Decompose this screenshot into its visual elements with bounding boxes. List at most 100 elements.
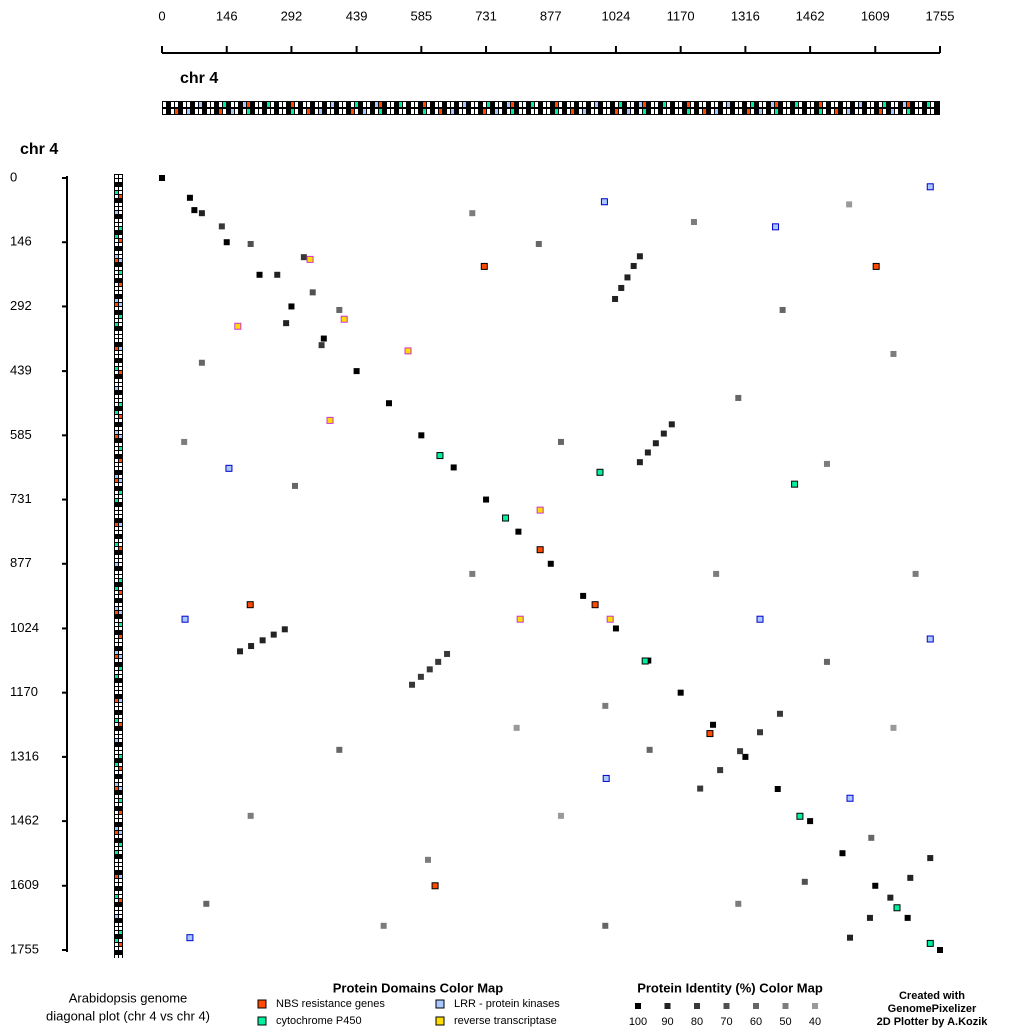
strip-cell	[119, 431, 122, 434]
strip-cell	[115, 927, 118, 930]
strip-cell	[739, 102, 742, 107]
strip-cell	[199, 109, 202, 114]
strip-cell	[115, 283, 118, 286]
strip-cell	[415, 109, 418, 114]
identity-label: 100	[629, 1016, 647, 1028]
identity-label: 60	[750, 1016, 762, 1028]
strip-cell	[115, 527, 118, 530]
strip-cell	[119, 587, 122, 590]
strip-cell	[119, 611, 122, 614]
domain-dot	[225, 464, 233, 472]
strip-cell	[119, 483, 122, 486]
strip-cell	[115, 507, 118, 510]
strip-cell	[119, 355, 122, 358]
strip-cell	[319, 102, 322, 107]
strip-cell	[119, 259, 122, 262]
strip-cell	[119, 243, 122, 246]
strip-cell	[119, 227, 122, 230]
dot	[336, 306, 343, 313]
strip-cell	[675, 109, 678, 114]
strip-cell	[115, 831, 118, 834]
strip-cell	[747, 102, 750, 107]
dot	[630, 262, 637, 269]
dot	[912, 570, 919, 577]
strip-cell	[119, 575, 122, 578]
strip-cell	[315, 102, 318, 107]
strip-cell	[243, 109, 246, 114]
dot	[218, 223, 225, 230]
dot	[776, 710, 783, 717]
strip-cell	[423, 102, 426, 107]
strip-cell	[115, 363, 118, 366]
dot	[291, 482, 298, 489]
strip-cell	[475, 102, 478, 107]
strip-cell	[115, 735, 118, 738]
strip-cell	[115, 331, 118, 334]
strip-cell	[867, 102, 870, 107]
strip-cell	[315, 109, 318, 114]
strip-cell	[119, 875, 122, 878]
strip-cell	[119, 651, 122, 654]
strip-cell	[115, 491, 118, 494]
strip-cell	[115, 939, 118, 942]
strip-cell	[919, 102, 922, 107]
strip-cell	[119, 195, 122, 198]
strip-cell	[119, 623, 122, 626]
strip-cell	[115, 571, 118, 574]
strip-cell	[119, 203, 122, 206]
strip-cell	[119, 635, 122, 638]
strip-cell	[115, 403, 118, 406]
domain-dot	[306, 255, 314, 263]
strip-cell	[115, 239, 118, 242]
y-tick-label: 731	[10, 491, 32, 506]
strip-cell	[119, 939, 122, 942]
y-tick-label: 1609	[10, 877, 39, 892]
strip-cell	[639, 109, 642, 114]
strip-cell	[867, 109, 870, 114]
strip-cell	[119, 747, 122, 750]
strip-cell	[115, 319, 118, 322]
dot	[644, 449, 651, 456]
dot	[450, 464, 457, 471]
strip-cell	[115, 843, 118, 846]
dot	[320, 335, 327, 342]
strip-cell	[655, 102, 658, 107]
strip-cell	[115, 351, 118, 354]
strip-cell	[451, 109, 454, 114]
strip-cell	[567, 102, 570, 107]
strip-cell	[855, 109, 858, 114]
strip-cell	[823, 102, 826, 107]
x-tick-label: 1316	[731, 8, 760, 23]
strip-cell	[119, 751, 122, 754]
strip-cell	[175, 102, 178, 107]
strip-cell	[411, 109, 414, 114]
strip-cell	[115, 575, 118, 578]
caption: Arabidopsis genome	[69, 990, 188, 1005]
strip-cell	[211, 102, 214, 107]
dot	[737, 748, 744, 755]
domain-dot	[186, 934, 194, 942]
strip-cell	[115, 531, 118, 534]
x-tick-label: 877	[540, 8, 562, 23]
domain-dot	[340, 315, 348, 323]
dot	[868, 834, 875, 841]
dot	[779, 306, 786, 313]
strip-cell	[115, 387, 118, 390]
strip-cell	[115, 307, 118, 310]
strip-cell	[115, 595, 118, 598]
strip-cell	[119, 803, 122, 806]
strip-cell	[119, 619, 122, 622]
strip-cell	[115, 863, 118, 866]
strip-cell	[115, 195, 118, 198]
strip-cell	[207, 109, 210, 114]
strip-cell	[399, 102, 402, 107]
strip-cell	[895, 109, 898, 114]
domain-dot	[926, 635, 934, 643]
strip-cell	[847, 102, 850, 107]
strip-cell	[783, 102, 786, 107]
strip-cell	[119, 639, 122, 642]
strip-cell	[115, 751, 118, 754]
strip-cell	[927, 102, 930, 107]
strip-cell	[843, 102, 846, 107]
